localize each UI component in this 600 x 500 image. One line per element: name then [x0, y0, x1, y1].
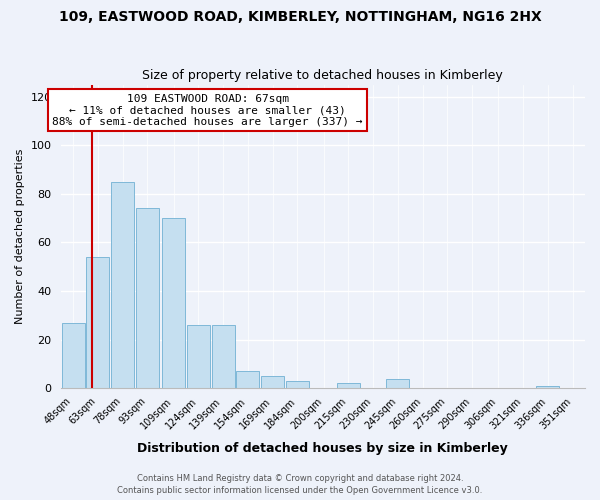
Title: Size of property relative to detached houses in Kimberley: Size of property relative to detached ho… — [142, 69, 503, 82]
Bar — [286, 381, 309, 388]
Bar — [111, 182, 134, 388]
X-axis label: Distribution of detached houses by size in Kimberley: Distribution of detached houses by size … — [137, 442, 508, 455]
Bar — [261, 376, 284, 388]
Bar — [536, 386, 559, 388]
Bar — [212, 325, 235, 388]
Bar — [386, 378, 409, 388]
Bar — [236, 371, 259, 388]
Text: 109, EASTWOOD ROAD, KIMBERLEY, NOTTINGHAM, NG16 2HX: 109, EASTWOOD ROAD, KIMBERLEY, NOTTINGHA… — [59, 10, 541, 24]
Bar — [187, 325, 210, 388]
Bar — [62, 322, 85, 388]
Bar — [136, 208, 159, 388]
Y-axis label: Number of detached properties: Number of detached properties — [15, 148, 25, 324]
Text: 109 EASTWOOD ROAD: 67sqm
← 11% of detached houses are smaller (43)
88% of semi-d: 109 EASTWOOD ROAD: 67sqm ← 11% of detach… — [52, 94, 363, 127]
Bar — [86, 257, 109, 388]
Bar — [162, 218, 185, 388]
Text: Contains HM Land Registry data © Crown copyright and database right 2024.
Contai: Contains HM Land Registry data © Crown c… — [118, 474, 482, 495]
Bar — [337, 384, 360, 388]
